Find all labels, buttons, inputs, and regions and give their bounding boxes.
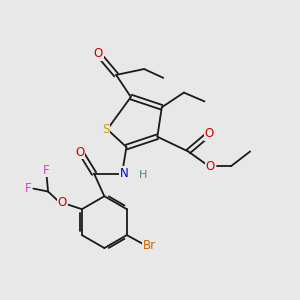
Text: O: O (94, 47, 103, 60)
Text: O: O (204, 127, 214, 140)
Text: H: H (139, 170, 147, 180)
Text: S: S (102, 123, 110, 136)
Text: O: O (206, 160, 215, 173)
Text: O: O (75, 146, 85, 159)
Text: N: N (120, 167, 129, 180)
Text: F: F (25, 182, 32, 195)
Text: O: O (58, 196, 67, 209)
Text: F: F (43, 164, 50, 176)
Text: Br: Br (143, 239, 156, 252)
